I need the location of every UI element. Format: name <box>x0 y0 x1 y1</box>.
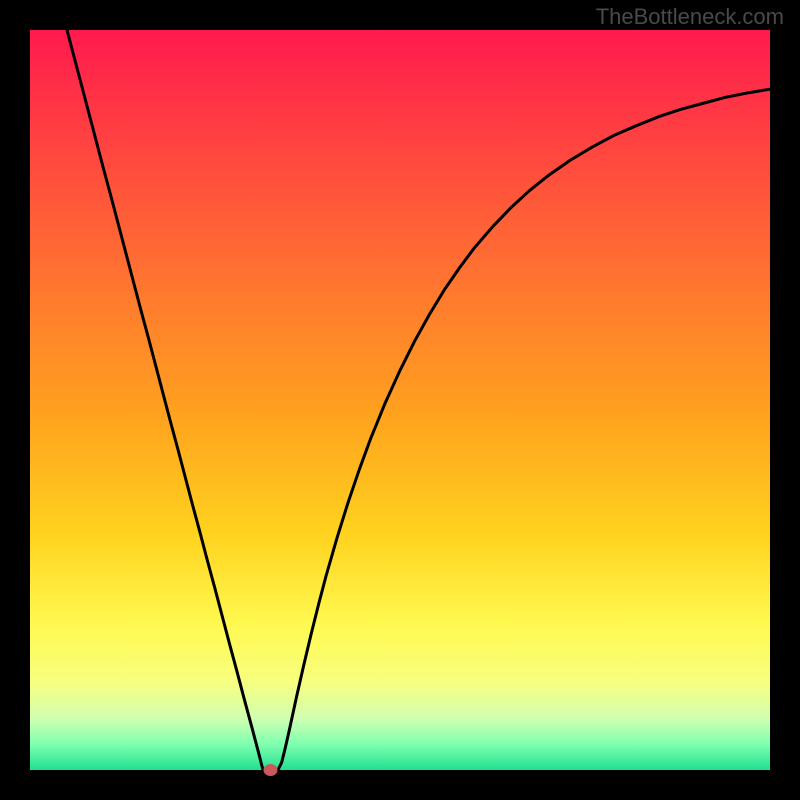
chart-stage: TheBottleneck.com <box>0 0 800 800</box>
plot-background <box>30 30 770 770</box>
watermark-text: TheBottleneck.com <box>596 4 784 30</box>
chart-svg <box>0 0 800 800</box>
optimum-marker <box>264 764 278 776</box>
